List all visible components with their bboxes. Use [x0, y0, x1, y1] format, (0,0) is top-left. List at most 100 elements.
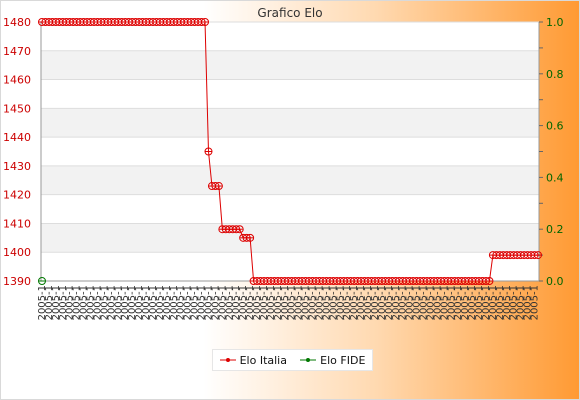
left-tick-label: 1450 [3, 102, 31, 115]
data-point [246, 233, 255, 242]
x-tick-label: 2005-1 [314, 285, 325, 320]
x-tick-label: 2005-1 [321, 285, 332, 320]
data-point [485, 277, 494, 285]
x-tick-label: 2005-1 [391, 285, 402, 320]
x-tick-label: 2005-1 [446, 285, 457, 320]
plot-band [41, 165, 539, 195]
series-elo-italia [38, 18, 542, 285]
x-tick-label: 2005-1 [370, 285, 381, 320]
legend-item-elo-italia: Elo Italia [219, 353, 287, 367]
x-tick-label: 2005-1 [127, 285, 138, 320]
x-tick-label: 2005-1 [266, 285, 277, 320]
x-tick-label: 2005-1 [308, 285, 319, 320]
x-tick-label: 2005-1 [398, 285, 409, 320]
x-tick-label: 2005-1 [467, 285, 478, 320]
x-tick-label: 2005-1 [190, 285, 201, 320]
data-point [201, 18, 210, 26]
x-tick-label: 2005-1 [113, 285, 124, 320]
right-tick-label: 0.6 [546, 120, 564, 133]
x-tick-label: 2005-1 [405, 285, 416, 320]
left-tick-label: 1470 [3, 45, 31, 58]
x-tick-label: 2005-1 [481, 285, 492, 320]
x-tick-label: 2005-1 [203, 285, 214, 320]
x-tick-label: 2005-1 [162, 285, 173, 320]
x-tick-label: 2005-1 [342, 285, 353, 320]
x-tick-label: 2005-1 [79, 285, 90, 320]
legend-label-elo-italia: Elo Italia [239, 353, 287, 367]
left-tick-label: 1390 [3, 275, 31, 288]
x-tick-label: 2005-1 [238, 285, 249, 320]
data-point [204, 147, 213, 156]
x-tick-label: 2005-1 [92, 285, 103, 320]
legend-item-elo-fide: Elo FIDE [300, 354, 365, 367]
x-axis: 2005-12005-12005-12005-12005-12005-12005… [37, 280, 541, 320]
x-tick-label: 2005-1 [419, 285, 430, 320]
x-tick-label: 2005-1 [495, 285, 506, 320]
x-tick-label: 2005-1 [58, 285, 69, 320]
x-tick-label: 2005-1 [488, 285, 499, 320]
x-tick-label: 2005-1 [155, 285, 166, 320]
plot-band [41, 223, 539, 253]
x-tick-label: 2005-1 [280, 285, 291, 320]
x-tick-label: 2005-1 [169, 285, 180, 320]
x-tick-label: 2005-1 [99, 285, 110, 320]
x-tick-label: 2005-1 [134, 285, 145, 320]
x-tick-label: 2005-1 [252, 285, 263, 320]
right-axis: 1.0 0.8 0.6 0.4 0.2 0.0 [538, 16, 564, 288]
x-tick-label: 2005-1 [287, 285, 298, 320]
x-tick-label: 2005-1 [502, 285, 513, 320]
right-tick-label: 0.8 [546, 68, 564, 81]
x-tick-label: 2005-1 [197, 285, 208, 320]
plot-band [41, 50, 539, 80]
x-tick-label: 2005-1 [460, 285, 471, 320]
x-tick-label: 2005-1 [412, 285, 423, 320]
left-axis: 1480 1470 1460 1450 1440 1430 1420 1410 1400 1390 [3, 16, 42, 288]
chart-title: Grafico Elo [257, 6, 322, 20]
data-point [38, 277, 46, 285]
x-tick-label: 2005-1 [294, 285, 305, 320]
x-tick-label: 2005-1 [37, 285, 48, 320]
left-tick-label: 1440 [3, 131, 31, 144]
x-tick-label: 2005-1 [349, 285, 360, 320]
series-layer [38, 18, 542, 285]
x-tick-label: 2005-1 [301, 285, 312, 320]
left-tick-label: 1460 [3, 74, 31, 87]
x-tick-label: 2005-1 [509, 285, 520, 320]
x-tick-label: 2005-1 [44, 285, 55, 320]
x-tick-label: 2005-1 [106, 285, 117, 320]
legend-label-elo-fide: Elo FIDE [320, 353, 366, 367]
x-tick-label: 2005-1 [148, 285, 159, 320]
left-tick-label: 1430 [3, 160, 31, 173]
x-tick-label: 2005-1 [217, 285, 228, 320]
x-tick-label: 2005-1 [86, 285, 97, 320]
data-point [214, 182, 223, 191]
legend-marker-fide-icon [300, 358, 317, 362]
x-tick-label: 2005-1 [377, 285, 388, 320]
right-tick-label: 1.0 [546, 16, 564, 29]
x-tick-label: 2005-1 [363, 285, 374, 320]
right-tick-label: 0.4 [546, 171, 564, 184]
left-tick-label: 1420 [3, 189, 31, 202]
x-tick-label: 2005-1 [530, 285, 541, 320]
x-tick-label: 2005-1 [224, 285, 235, 320]
x-tick-label: 2005-1 [335, 285, 346, 320]
x-tick-label: 2005-1 [516, 285, 527, 320]
right-tick-label: 0.0 [546, 275, 564, 288]
left-tick-label: 1410 [3, 217, 31, 230]
x-tick-label: 2005-1 [141, 285, 152, 320]
x-tick-label: 2005-1 [432, 285, 443, 320]
x-tick-label: 2005-1 [474, 285, 485, 320]
x-tick-label: 2005-1 [245, 285, 256, 320]
plot-band [41, 108, 539, 138]
right-tick-label: 0.2 [546, 223, 564, 236]
x-tick-label: 2005-1 [231, 285, 242, 320]
left-tick-label: 1400 [3, 246, 31, 259]
legend: Elo Italia Elo FIDE [212, 349, 373, 371]
series-elo-fide [38, 277, 46, 285]
x-tick-label: 2005-1 [328, 285, 339, 320]
x-tick-label: 2005-1 [176, 285, 187, 320]
x-tick-label: 2005-1 [65, 285, 76, 320]
x-tick-label: 2005-1 [210, 285, 221, 320]
